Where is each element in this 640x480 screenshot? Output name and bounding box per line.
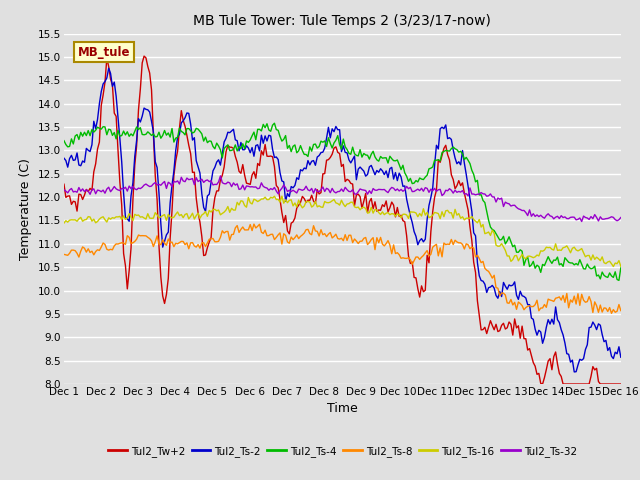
Y-axis label: Temperature (C): Temperature (C) bbox=[19, 158, 33, 260]
Text: MB_tule: MB_tule bbox=[78, 46, 131, 59]
X-axis label: Time: Time bbox=[327, 402, 358, 415]
Title: MB Tule Tower: Tule Temps 2 (3/23/17-now): MB Tule Tower: Tule Temps 2 (3/23/17-now… bbox=[193, 14, 492, 28]
Legend: Tul2_Tw+2, Tul2_Ts-2, Tul2_Ts-4, Tul2_Ts-8, Tul2_Ts-16, Tul2_Ts-32: Tul2_Tw+2, Tul2_Ts-2, Tul2_Ts-4, Tul2_Ts… bbox=[104, 442, 581, 461]
